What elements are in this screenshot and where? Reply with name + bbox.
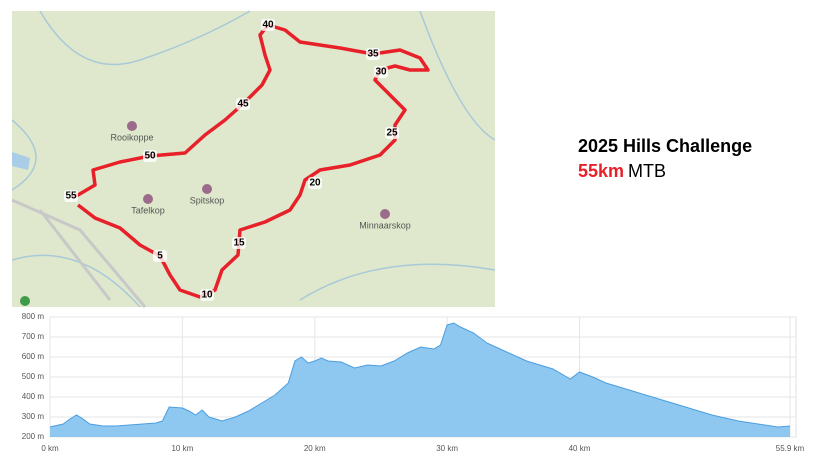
map-icon — [20, 296, 30, 306]
x-tick-label: 55.9 km — [776, 444, 805, 453]
title: 2025 Hills Challenge — [578, 136, 752, 156]
km-marker: 35 — [367, 49, 379, 60]
km-marker-bg — [143, 150, 157, 162]
place-icon — [127, 121, 137, 131]
map: Rooikoppe Tafelkop Spitskop Minnaarskop 5 10… — [11, 10, 496, 308]
y-tick-label: 400 m — [22, 392, 45, 401]
km-marker-bg — [153, 250, 167, 262]
x-tick-label: 30 km — [436, 444, 458, 453]
subtitle: 55km MTB — [578, 161, 666, 181]
place-icon — [143, 194, 153, 204]
elevation-area — [50, 323, 790, 437]
y-tick-label: 800 m — [22, 312, 45, 321]
km-marker-bg — [366, 48, 380, 60]
y-tick-label: 200 m — [22, 432, 45, 441]
place-icon — [202, 184, 212, 194]
place-icon — [380, 209, 390, 219]
y-tick-label: 300 m — [22, 412, 45, 421]
km-marker-bg — [261, 19, 275, 31]
y-tick-label: 700 m — [22, 332, 45, 341]
lake — [12, 152, 30, 170]
distance: 55km — [578, 161, 624, 181]
km-marker: 30 — [375, 67, 387, 78]
x-tick-label: 40 km — [569, 444, 591, 453]
sport: MTB — [628, 161, 666, 181]
km-marker: 20 — [309, 178, 321, 189]
elevation-line — [49, 322, 791, 428]
river — [11, 10, 496, 308]
place-label: Rooikoppe — [110, 132, 153, 142]
x-tick-label: 0 km — [41, 444, 59, 453]
place-label: Spitskop — [190, 195, 225, 205]
km-marker: 55 — [65, 191, 77, 202]
km-marker-bg — [64, 190, 78, 202]
km-marker-bg — [374, 66, 388, 78]
km-marker-bg — [200, 289, 214, 301]
km-marker: 5 — [157, 251, 163, 262]
km-marker: 15 — [233, 238, 245, 249]
x-tick-label: 20 km — [304, 444, 326, 453]
map-background — [12, 11, 495, 307]
y-tick-label: 600 m — [22, 352, 45, 361]
km-marker: 45 — [237, 99, 249, 110]
km-marker-bg — [385, 127, 399, 139]
place-label: Minnaarskop — [359, 220, 411, 230]
y-tick-label: 500 m — [22, 372, 45, 381]
km-marker: 40 — [262, 20, 274, 31]
road — [11, 198, 147, 308]
x-tick-label: 10 km — [171, 444, 193, 453]
elevation-chart: 200 m 300 m 400 m 500 m 600 m 700 m 800 m 0 km 1… — [22, 312, 805, 453]
km-marker: 50 — [144, 151, 156, 162]
place-label: Tafelkop — [131, 205, 165, 215]
km-marker-bg — [308, 177, 322, 189]
km-marker: 10 — [201, 290, 213, 301]
km-marker-bg — [232, 237, 246, 249]
km-marker-bg — [236, 98, 250, 110]
km-marker: 25 — [386, 128, 398, 139]
